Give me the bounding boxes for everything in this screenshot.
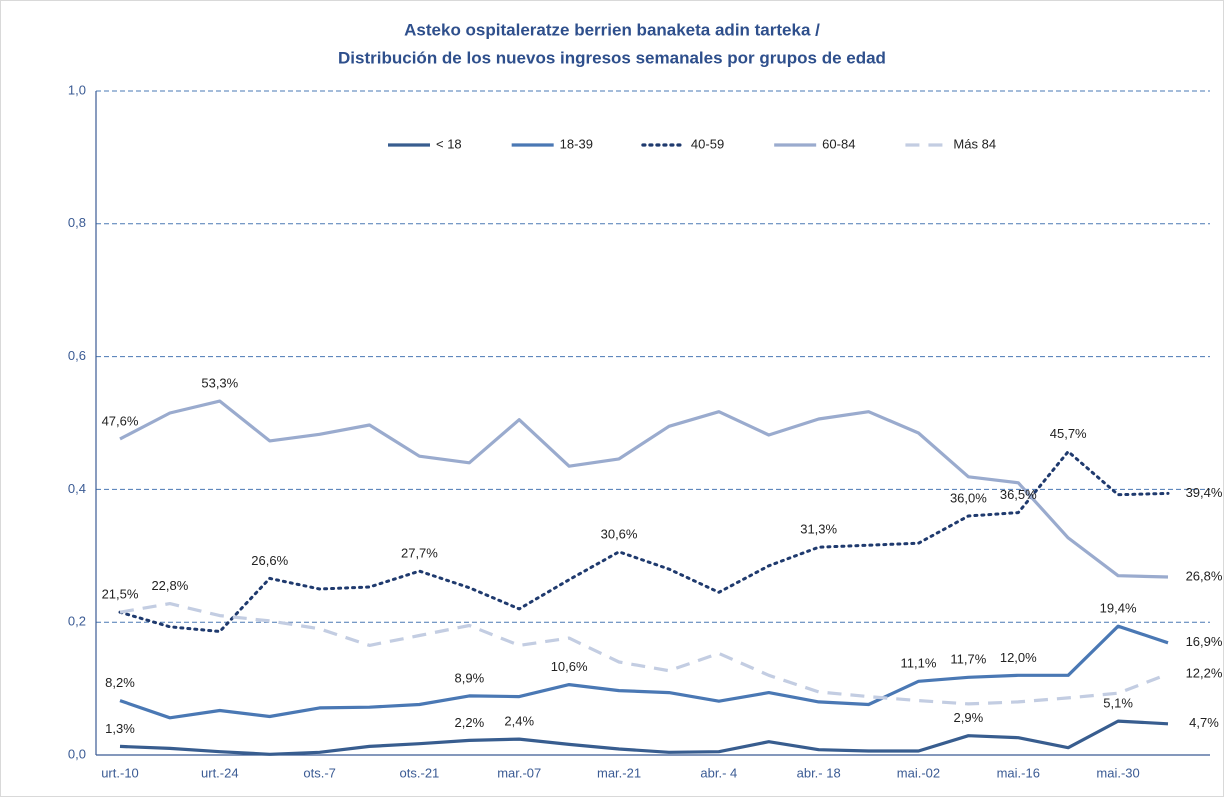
legend-label: 40-59 xyxy=(691,136,724,151)
legend-label: 60-84 xyxy=(822,136,855,151)
series-line xyxy=(119,624,1169,720)
data-label: 12,2% xyxy=(1186,665,1223,680)
y-tick-label: 0,6 xyxy=(68,348,86,363)
series-line xyxy=(119,719,1169,756)
chart-title: Distribución de los nuevos ingresos sema… xyxy=(338,48,886,67)
legend-label: Más 84 xyxy=(953,136,996,151)
data-label: 45,7% xyxy=(1050,426,1087,441)
data-label: 39,4% xyxy=(1186,485,1223,500)
series-line xyxy=(119,399,1169,579)
data-label: 2,4% xyxy=(504,714,534,729)
data-label: 19,4% xyxy=(1100,601,1137,616)
data-label: 26,8% xyxy=(1186,568,1223,583)
x-tick-label: urt.-24 xyxy=(201,765,239,780)
data-label: 8,2% xyxy=(105,675,135,690)
data-label: 31,3% xyxy=(800,522,837,537)
legend-label: 18-39 xyxy=(560,136,593,151)
data-label: 11,1% xyxy=(901,656,937,671)
y-tick-label: 0,2 xyxy=(68,614,86,629)
data-label: 47,6% xyxy=(102,413,139,428)
x-tick-label: abr.- 18 xyxy=(797,765,841,780)
data-label: 36,0% xyxy=(950,490,987,505)
data-label: 1,3% xyxy=(105,721,135,736)
series-line xyxy=(118,450,1170,633)
data-label: 12,0% xyxy=(1000,650,1037,665)
chart-title: Asteko ospitaleratze berrien banaketa ad… xyxy=(404,20,820,39)
data-label: 8,9% xyxy=(455,670,485,685)
y-tick-label: 0,0 xyxy=(68,746,86,761)
x-tick-label: ots.-7 xyxy=(303,765,336,780)
x-tick-label: abr.- 4 xyxy=(700,765,737,780)
y-tick-label: 1,0 xyxy=(68,82,86,97)
y-tick-label: 0,8 xyxy=(68,215,86,230)
data-label: 36,5% xyxy=(1000,487,1037,502)
x-tick-label: mai.-16 xyxy=(997,765,1040,780)
x-tick-label: mar.-21 xyxy=(597,765,641,780)
series-line xyxy=(119,601,1169,706)
data-label: 5,1% xyxy=(1103,696,1133,711)
data-label: 22,8% xyxy=(151,578,188,593)
data-label: 21,5% xyxy=(102,587,139,602)
data-label: 4,7% xyxy=(1189,715,1219,730)
x-tick-label: urt.-10 xyxy=(101,765,139,780)
x-tick-label: mai.-30 xyxy=(1096,765,1139,780)
x-tick-label: ots.-21 xyxy=(400,765,440,780)
x-tick-label: mai.-02 xyxy=(897,765,940,780)
x-tick-label: mar.-07 xyxy=(497,765,541,780)
y-tick-label: 0,4 xyxy=(68,481,86,496)
data-label: 2,9% xyxy=(954,710,984,725)
data-label: 11,7% xyxy=(950,652,986,667)
data-label: 30,6% xyxy=(601,526,638,541)
data-label: 16,9% xyxy=(1186,634,1223,649)
data-label: 53,3% xyxy=(201,376,238,391)
data-label: 10,6% xyxy=(551,659,588,674)
data-label: 26,6% xyxy=(251,553,288,568)
data-label: 27,7% xyxy=(401,546,438,561)
legend-label: < 18 xyxy=(436,136,462,151)
data-label: 2,2% xyxy=(455,715,485,730)
